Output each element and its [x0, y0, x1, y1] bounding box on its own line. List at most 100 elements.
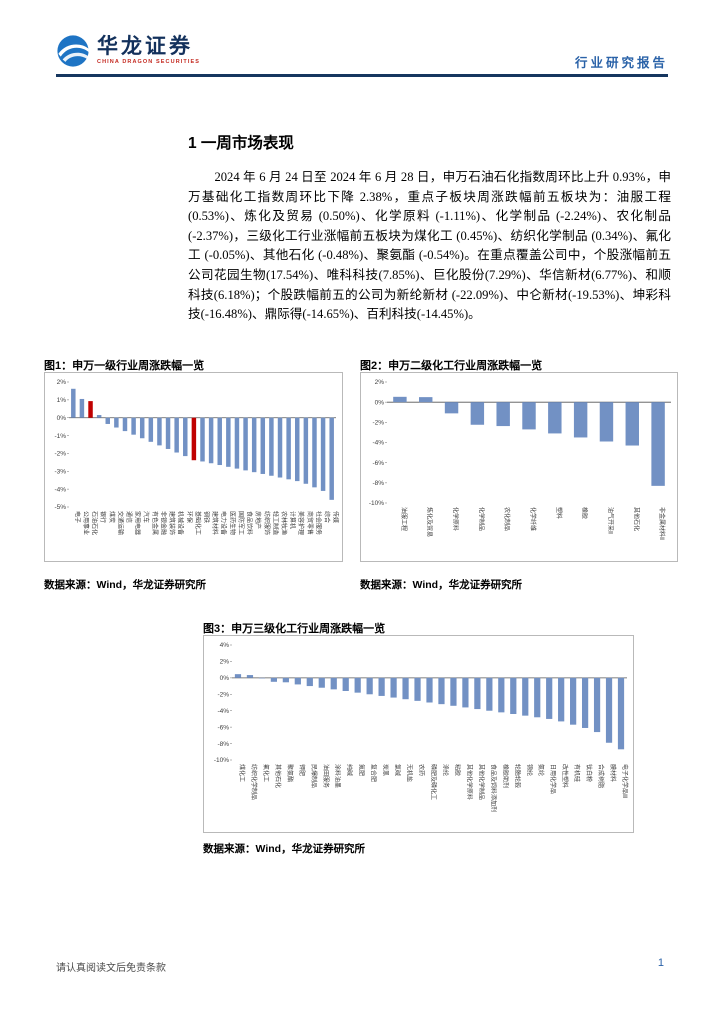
svg-text:家用电器: 家用电器	[134, 511, 142, 535]
svg-text:改性塑料: 改性塑料	[561, 764, 569, 788]
svg-text:橡胶助剂: 橡胶助剂	[501, 764, 509, 788]
report-type-label: 行业研究报告	[574, 56, 668, 70]
svg-text:非银金融: 非银金融	[159, 511, 167, 535]
bar-chart-sw-level2-chemicals: 2% 0% -2% -4% -6% -8% -10% 油服工程 炼化及贸易 化学原料 化学制品 农化制…	[360, 372, 678, 562]
svg-text:聚氨酯: 聚氨酯	[286, 764, 294, 782]
svg-text:-10%: -10%	[369, 500, 384, 507]
figure3-source: 数据来源：Wind，华龙证券研究所	[203, 843, 366, 855]
svg-text:氮肥: 氮肥	[358, 764, 366, 776]
section-heading: 1 一周市场表现	[188, 135, 294, 152]
svg-text:医药生物: 医药生物	[228, 511, 236, 535]
header-divider	[56, 74, 668, 77]
page-number: 1	[657, 957, 664, 969]
svg-text:-1%: -1%	[54, 433, 66, 440]
svg-text:-8%: -8%	[372, 480, 384, 487]
svg-text:公用事业: 公用事业	[82, 511, 90, 535]
brand-name-en: CHINA DRAGON SECURITIES	[97, 59, 201, 66]
svg-text:日用化学品: 日用化学品	[549, 764, 557, 794]
svg-text:0%: 0%	[375, 399, 385, 406]
svg-text:炭黑: 炭黑	[382, 764, 389, 776]
brand-logo-icon	[57, 35, 89, 67]
figure1-title: 图1：申万一级行业周涨跌幅一览	[44, 360, 205, 372]
figure2-title: 图2：申万二级化工行业周涨跌幅一览	[360, 360, 543, 372]
svg-text:粘胶: 粘胶	[453, 764, 461, 776]
svg-text:-6%: -6%	[372, 460, 384, 467]
svg-text:0%: 0%	[220, 675, 230, 682]
svg-text:化学原料: 化学原料	[452, 507, 460, 531]
svg-text:2%: 2%	[57, 379, 67, 386]
svg-text:油服工程: 油服工程	[400, 507, 408, 531]
svg-text:汽车: 汽车	[142, 511, 150, 523]
svg-text:建筑装饰: 建筑装饰	[168, 511, 176, 535]
figure3-title: 图3：申万三级化工行业周涨跌幅一览	[203, 623, 386, 635]
svg-text:-3%: -3%	[54, 468, 66, 475]
svg-text:-4%: -4%	[217, 708, 229, 715]
svg-text:钛白粉: 钛白粉	[585, 764, 593, 782]
svg-text:纺织服饰: 纺织服饰	[263, 511, 271, 535]
svg-text:-2%: -2%	[217, 691, 229, 698]
bar-chart-sw-level1-industries: 2% 1% 0% -1% -2% -3% -4% -5% 电子 公用事业 石油石化 银行 煤炭 交通运输通…	[44, 372, 343, 562]
svg-text:复合肥: 复合肥	[370, 764, 378, 782]
brand-logo: 华龙证券 CHINA DRAGON SECURITIES	[56, 34, 200, 68]
figure1-source: 数据来源：Wind，华龙证券研究所	[44, 579, 207, 591]
svg-text:其他石化: 其他石化	[632, 507, 640, 531]
svg-text:无机盐: 无机盐	[406, 764, 414, 782]
svg-text:煤炭: 煤炭	[108, 511, 116, 523]
svg-text:有机硅: 有机硅	[573, 764, 581, 782]
svg-text:其他化学原料: 其他化学原料	[465, 764, 473, 800]
svg-text:橡胶: 橡胶	[581, 507, 589, 519]
svg-text:2%: 2%	[375, 379, 385, 386]
svg-text:钢铁: 钢铁	[203, 511, 211, 523]
svg-text:氯碱: 氯碱	[394, 764, 402, 776]
disclaimer-note: 请认真阅读文后免责条款	[56, 963, 166, 974]
svg-text:有色金属: 有色金属	[151, 511, 159, 535]
svg-text:-2%: -2%	[54, 451, 66, 458]
svg-text:涤纶: 涤纶	[442, 764, 450, 776]
svg-text:其他石化: 其他石化	[274, 764, 282, 788]
svg-text:化学制品: 化学制品	[477, 507, 485, 531]
svg-text:农药: 农药	[418, 764, 426, 776]
svg-text:交通运输: 交通运输	[116, 511, 124, 535]
svg-text:银行: 银行	[99, 511, 107, 523]
svg-text:0%: 0%	[57, 415, 67, 422]
svg-text:建筑材料: 建筑材料	[211, 511, 219, 535]
svg-text:2%: 2%	[220, 659, 230, 666]
svg-text:民爆制品: 民爆制品	[310, 764, 318, 788]
svg-text:轻工制造: 轻工制造	[271, 511, 279, 535]
svg-text:-2%: -2%	[372, 420, 384, 427]
svg-text:膜材料: 膜材料	[609, 764, 617, 782]
svg-text:房地产: 房地产	[254, 511, 262, 529]
svg-text:-8%: -8%	[217, 741, 229, 748]
svg-text:其他化学制品: 其他化学制品	[477, 764, 485, 800]
svg-text:氟化工: 氟化工	[262, 764, 270, 782]
svg-text:机械设备: 机械设备	[177, 511, 185, 535]
svg-text:化学纤维: 化学纤维	[529, 507, 537, 531]
svg-text:商贸零售: 商贸零售	[306, 511, 314, 535]
bar-chart-sw-level3-chemicals: 4% 2% 0% -2% -4% -6% -8% -10% 煤化工 纺织化学制品 氟化工 其他石化 聚氨…	[203, 635, 634, 833]
svg-text:氨纶: 氨纶	[537, 764, 545, 776]
svg-text:环保: 环保	[185, 511, 193, 523]
figure2-source: 数据来源：Wind，华龙证券研究所	[360, 579, 523, 591]
svg-text:计算机: 计算机	[289, 511, 297, 529]
svg-text:电力设备: 电力设备	[220, 511, 228, 535]
svg-text:食品饮料: 食品饮料	[246, 511, 254, 535]
svg-text:煤化工: 煤化工	[238, 764, 246, 782]
svg-text:-5%: -5%	[54, 504, 66, 511]
svg-text:纺织化学制品: 纺织化学制品	[250, 764, 258, 800]
svg-text:锦纶: 锦纶	[525, 764, 533, 776]
svg-text:电子化学品Ⅲ: 电子化学品Ⅲ	[621, 764, 629, 798]
svg-text:-4%: -4%	[372, 440, 384, 447]
svg-text:石油石化: 石油石化	[91, 511, 99, 535]
svg-text:社会服务: 社会服务	[315, 511, 323, 535]
svg-text:美容护理: 美容护理	[297, 511, 305, 535]
summary-paragraph: 2024 年 6 月 24 日至 2024 年 6 月 28 日，申万石油石化指…	[188, 170, 671, 322]
svg-text:-6%: -6%	[217, 724, 229, 731]
svg-text:食品及饲料添加剂: 食品及饲料添加剂	[489, 764, 497, 812]
svg-text:-4%: -4%	[54, 486, 66, 493]
svg-text:国防军工: 国防军工	[237, 511, 245, 535]
svg-text:磷肥及磷化工: 磷肥及磷化工	[430, 764, 438, 800]
svg-text:塑料: 塑料	[555, 507, 563, 519]
svg-text:农林牧渔: 农林牧渔	[280, 511, 288, 535]
svg-text:-10%: -10%	[214, 757, 229, 764]
